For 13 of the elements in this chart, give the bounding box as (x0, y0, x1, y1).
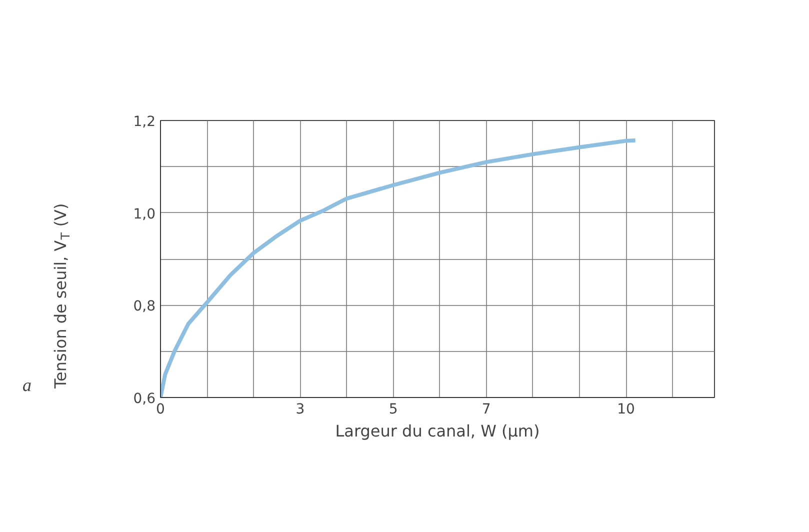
y-tick-label: 1,0 (133, 206, 156, 222)
x-tick-label: 0 (156, 402, 165, 418)
x-tick-label: 3 (296, 402, 305, 418)
y-tick-label: 0,6 (133, 391, 156, 407)
text: a (22, 374, 32, 395)
x-tick-label: 5 (388, 402, 398, 418)
line-series (160, 138, 638, 398)
x-tick-label: 10 (617, 402, 635, 418)
y-tick-label: 0,8 (133, 298, 156, 315)
y-tick-label: 1,2 (133, 114, 156, 130)
x-axis-title: Largeur du canal, W (µm) (335, 422, 540, 440)
y-axis-title: Tension de seuil, VT (V) (51, 203, 72, 390)
x-tick-label: 7 (482, 402, 491, 418)
